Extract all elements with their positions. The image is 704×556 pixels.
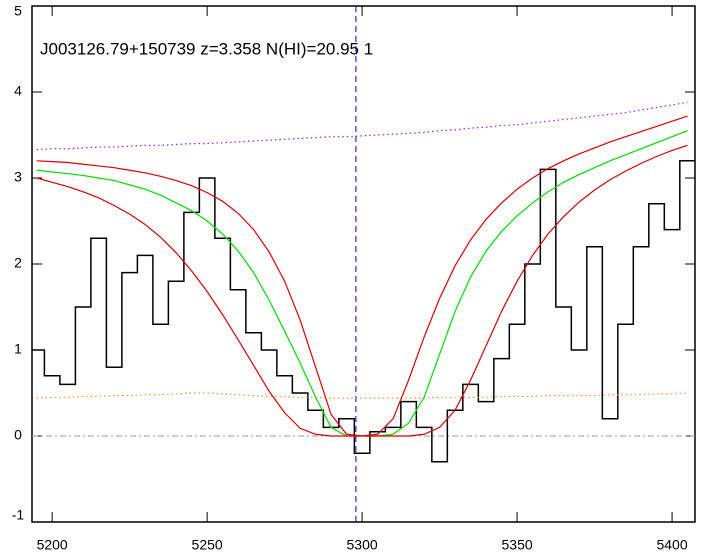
x-tick-label: 5300 xyxy=(347,537,378,553)
y-tick-label: 4 xyxy=(14,83,22,99)
series-line xyxy=(36,144,688,437)
y-tick-label: 5 xyxy=(14,3,22,19)
series-line xyxy=(36,115,688,437)
series-line xyxy=(36,392,688,399)
y-tick-label: 3 xyxy=(14,169,22,185)
y-tick-label: 1 xyxy=(14,341,22,357)
series-line xyxy=(36,101,688,151)
x-tick-label: 5350 xyxy=(502,537,533,553)
flux-steps xyxy=(32,160,695,463)
x-tick-label: 5200 xyxy=(37,537,68,553)
y-tick-label: 2 xyxy=(14,255,22,271)
plot-frame xyxy=(31,5,696,523)
x-tick-label: 5400 xyxy=(656,537,687,553)
x-tick-label: 5250 xyxy=(192,537,223,553)
annotation: J003126.79+150739 z=3.358 N(HI)=20.95 1 xyxy=(40,39,373,58)
series-line xyxy=(36,130,688,437)
y-tick-label: 0 xyxy=(14,427,22,443)
y-tick-label: -1 xyxy=(12,507,25,523)
